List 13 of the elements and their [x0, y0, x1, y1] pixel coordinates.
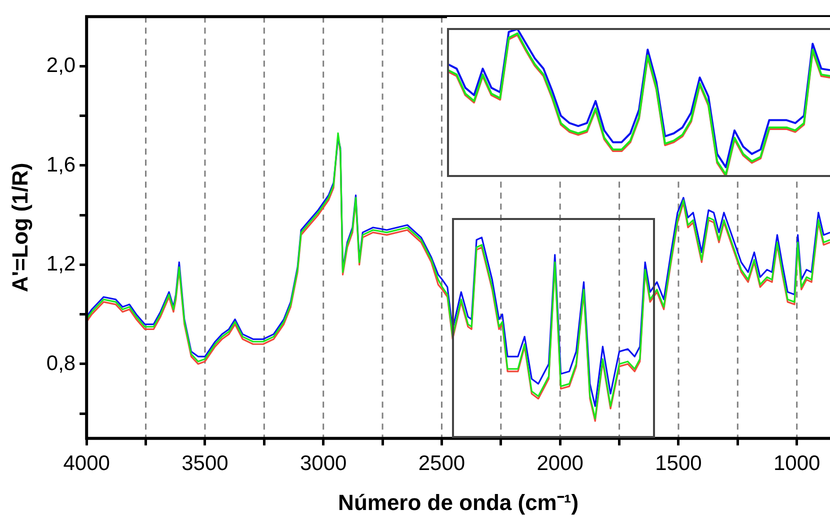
y-tick-label: 1,6 [46, 153, 76, 176]
x-tick-label: 1000 [773, 452, 820, 475]
x-tick-label: 2000 [536, 452, 584, 475]
x-tick-label: 2500 [418, 452, 466, 475]
x-axis-title: Número de onda (cm⁻¹) [338, 490, 579, 515]
x-tick-label: 3500 [182, 452, 228, 475]
y-tick-label: 1,2 [46, 252, 76, 276]
x-tick-label: 4000 [63, 452, 110, 475]
y-tick-label: 2,0 [46, 54, 76, 78]
x-tick-label: 1500 [655, 452, 702, 475]
y-tick-label: 0,8 [46, 352, 76, 375]
y-axis-title: A'=Log (1/R) [7, 162, 32, 292]
x-tick-label: 3000 [300, 452, 347, 475]
